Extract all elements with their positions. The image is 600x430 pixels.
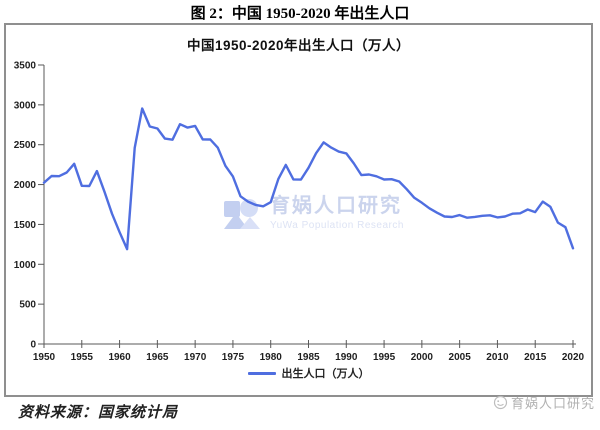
watermark-text-block: 育娲人口研究 YuWa Population Research	[270, 195, 404, 231]
x-tick-label: 2010	[486, 352, 509, 363]
birth-population-line	[42, 107, 575, 251]
legend-line-swatch	[247, 371, 276, 375]
x-tick-label: 1955	[71, 352, 94, 363]
y-tick-label: 3500	[14, 61, 37, 72]
watermark-corner: 育娲人口研究	[493, 393, 595, 412]
source-note: 资料来源：国家统计局	[18, 405, 179, 421]
y-tick-label: 0	[30, 340, 36, 351]
chart-legend: 出生人口（万人）	[44, 365, 573, 381]
x-tick-label: 2005	[449, 352, 472, 363]
x-tick-label: 1980	[260, 352, 283, 363]
x-tick-label: 1950	[33, 352, 56, 363]
y-tick-label: 1500	[14, 220, 37, 231]
x-tick-label: 2015	[524, 352, 547, 363]
y-tick-label: 3000	[14, 100, 37, 111]
y-tick-label: 1000	[14, 260, 37, 271]
chart-title: 中国1950-2020年出生人口（万人）	[186, 38, 411, 53]
x-tick-label: 1985	[297, 352, 320, 363]
legend-label: 出生人口（万人）	[281, 368, 370, 380]
x-tick-label: 1995	[373, 352, 396, 363]
figure-title: 图 2：中国 1950-2020 年出生人口	[190, 6, 410, 22]
x-tick-label: 1960	[108, 352, 131, 363]
watermark-corner-text: 育娲人口研究	[510, 396, 595, 411]
chart-panel: 育娲人口研究 YuWa Population Research 0 500 1000…	[4, 23, 593, 397]
x-tick-label: 1975	[222, 352, 245, 363]
watermark-center: 育娲人口研究 YuWa Population Research	[222, 195, 404, 235]
x-tick-label: 2020	[562, 352, 585, 363]
x-tick-label: 1990	[335, 352, 358, 363]
y-tick-label: 2500	[14, 140, 37, 151]
birth-population-line-chart: 0 500 1000 1500 2000 2500 3000 3500 1950 1955 1960…	[14, 61, 585, 364]
watermark-sub-text: YuWa Population Research	[270, 220, 404, 231]
x-tick-label: 1970	[184, 352, 207, 363]
watermark-main-text: 育娲人口研究	[270, 195, 402, 217]
y-tick-label: 2000	[14, 180, 37, 191]
yuwa-corner-logo-icon	[493, 395, 508, 410]
x-tick-label: 2000	[411, 352, 434, 363]
y-tick-label: 500	[19, 300, 36, 311]
x-tick-label: 1965	[146, 352, 169, 363]
